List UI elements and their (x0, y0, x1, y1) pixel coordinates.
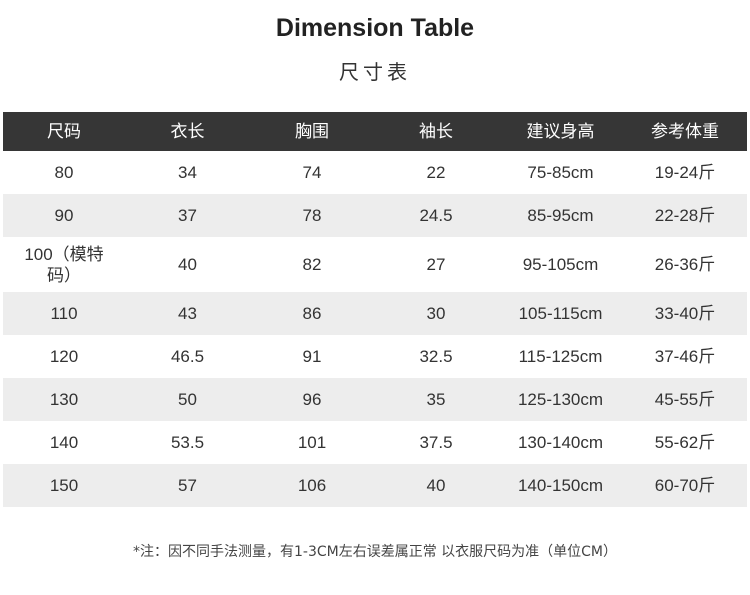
table-cell: 140-150cm (517, 476, 604, 495)
table-cell: 150 (49, 476, 79, 495)
table-cell: 43 (178, 304, 197, 323)
table-row: 120 46.5 91 32.5 115-125cm 37-46斤 (3, 335, 747, 378)
table-cell: 50 (178, 390, 197, 409)
table-cell: 74 (302, 163, 322, 182)
table-header-row: 尺码 衣长 胸围 袖长 建议身高 参考体重 (3, 112, 747, 151)
page-title: Dimension Table (275, 14, 475, 42)
table-cell: 130-140cm (517, 433, 604, 452)
table-cell: 37 (178, 206, 197, 225)
table-cell: 140 (49, 433, 79, 452)
table-cell: 78 (302, 206, 322, 225)
table-cell: 27 (426, 255, 446, 274)
table-cell: 130 (49, 390, 79, 409)
table-cell: 37.5 (419, 433, 453, 452)
table-cell: 35 (426, 390, 446, 409)
table-cell: 110 (50, 304, 78, 323)
table-cell: 57 (178, 476, 197, 495)
table-cell: 85-95cm (527, 206, 594, 225)
table-cell: 33-40斤 (654, 304, 716, 323)
table-cell: 100（模特码） (24, 244, 104, 285)
table-cell: 75-85cm (527, 163, 594, 182)
table-row: 100（模特码） 40 82 27 95-105cm 26-36斤 (3, 237, 747, 292)
table-cell: 125-130cm (517, 390, 604, 409)
table-cell: 86 (302, 304, 322, 323)
header-cell: 参考体重 (651, 122, 719, 141)
dimension-table: 尺码 衣长 胸围 袖长 建议身高 参考体重 80 34 74 22 75-85cm 19-… (3, 112, 747, 507)
table-cell: 19-24斤 (654, 163, 716, 182)
table-row: 90 37 78 24.5 85-95cm 22-28斤 (3, 194, 747, 237)
table-cell: 120 (49, 347, 79, 366)
table-cell: 53.5 (170, 433, 205, 452)
table-cell: 80 (54, 163, 74, 182)
table-cell: 34 (178, 163, 197, 182)
table-cell: 46.5 (170, 347, 205, 366)
table-cell: 22-28斤 (654, 206, 716, 225)
table-cell: 115-125cm (518, 347, 603, 366)
table-cell: 40 (178, 255, 197, 274)
table-cell: 106 (297, 476, 327, 495)
header-cell: 建议身高 (526, 122, 595, 141)
table-cell: 32.5 (419, 347, 453, 366)
table-cell: 95-105cm (522, 255, 599, 274)
table-cell: 60-70斤 (654, 476, 716, 495)
header-cell: 尺码 (47, 122, 81, 141)
table-cell: 26-36斤 (654, 255, 716, 274)
table-cell: 96 (302, 390, 322, 409)
page-subtitle: 尺寸表 (339, 60, 411, 84)
table-row: 140 53.5 101 37.5 130-140cm 55-62斤 (3, 421, 747, 464)
header-cell: 衣长 (170, 122, 205, 141)
header-cell: 胸围 (295, 122, 329, 141)
table-cell: 24.5 (419, 206, 453, 225)
table-cell: 40 (426, 476, 446, 495)
table-cell: 22 (426, 163, 446, 182)
measurement-note: *注：因不同手法测量，有1-3CM左右误差属正常 以衣服尺码为准（单位CM） (132, 544, 618, 560)
header-cell: 袖长 (419, 122, 453, 141)
table-row: 130 50 96 35 125-130cm 45-55斤 (3, 378, 747, 421)
table-cell: 101 (297, 433, 327, 452)
table-row: 80 34 74 22 75-85cm 19-24斤 (3, 151, 747, 194)
table-cell: 45-55斤 (654, 390, 716, 409)
table-cell: 30 (426, 304, 446, 323)
table-cell: 90 (54, 206, 74, 225)
table-cell: 105-115cm (518, 304, 603, 323)
table-cell: 37-46斤 (654, 347, 716, 366)
table-row: 110 43 86 30 105-115cm 33-40斤 (3, 292, 747, 335)
table-cell: 82 (302, 255, 322, 274)
table-cell: 91 (302, 347, 322, 366)
table-row: 150 57 106 40 140-150cm 60-70斤 (3, 464, 747, 507)
table-cell: 55-62斤 (654, 433, 716, 452)
